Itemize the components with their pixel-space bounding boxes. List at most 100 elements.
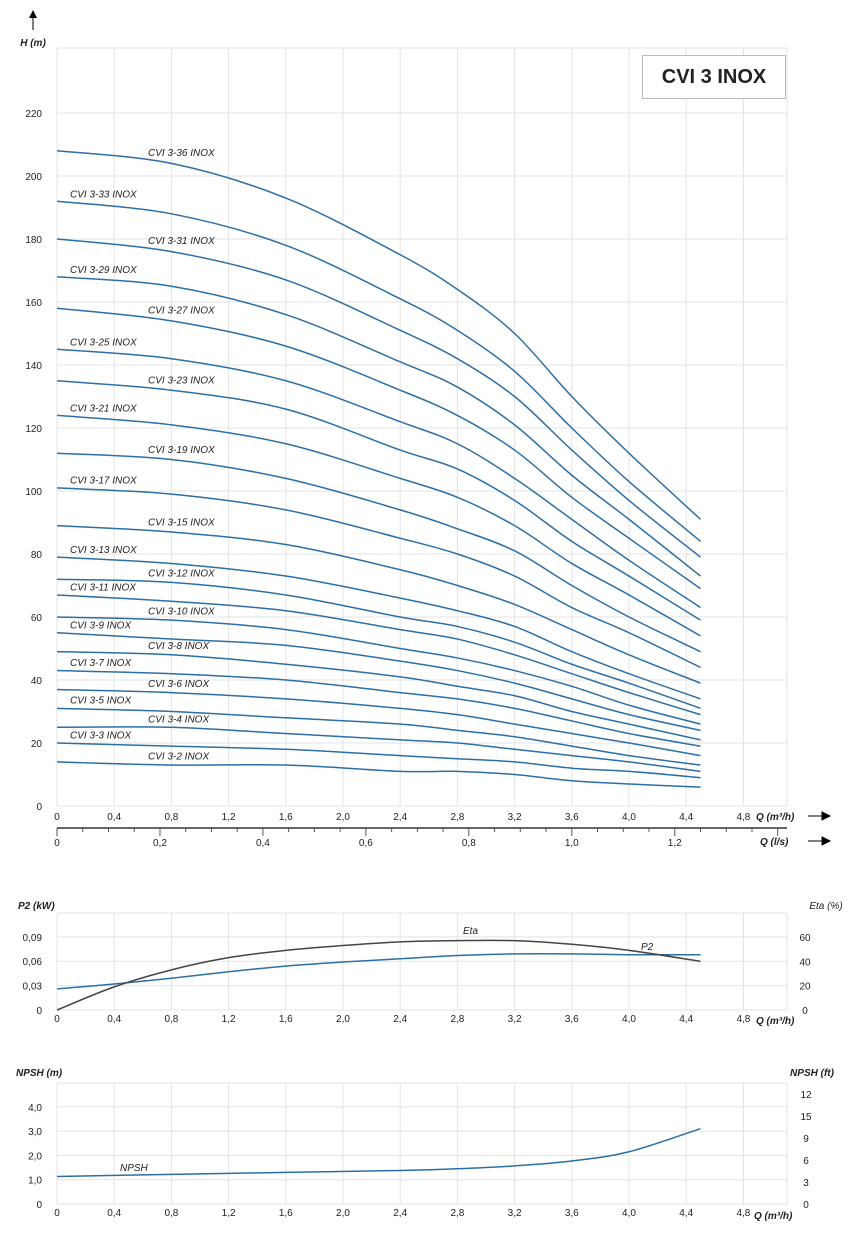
curve-cvi-3-10-inox (56, 616, 701, 725)
curve-label: CVI 3-25 INOX (70, 337, 137, 348)
curve-label: CVI 3-11 INOX (70, 583, 136, 594)
q-ls-tick-label: 1,2 (668, 838, 682, 849)
head-x-tick-label: 3,6 (565, 812, 579, 823)
head-y-tick-label: 60 (31, 613, 43, 624)
curve-cvi-3-25-inox (56, 348, 701, 609)
npsh-x-tick-label: 0 (54, 1208, 60, 1219)
head-x-tick-label: 1,6 (279, 812, 293, 823)
curve-label: CVI 3-6 INOX (148, 679, 209, 690)
curve-label: CVI 3-12 INOX (148, 569, 215, 580)
head-y-axis-label: H (m) (20, 38, 46, 49)
curve-label: CVI 3-23 INOX (148, 375, 215, 386)
head-y-tick-label: 80 (31, 550, 43, 561)
curve-label: CVI 3-19 INOX (148, 445, 215, 456)
curve-cvi-3-36-inox (56, 150, 702, 520)
head-y-tick-label: 140 (25, 361, 42, 372)
power-x-tick-label: 4,4 (679, 1014, 693, 1025)
curve-cvi-3-31-inox (56, 238, 701, 558)
curve-label: CVI 3-9 INOX (70, 620, 131, 631)
curve-label: CVI 3-15 INOX (148, 518, 215, 529)
eta-y-axis-label: Eta (%) (809, 901, 842, 912)
npsh-x-tick-label: 2,8 (450, 1208, 464, 1219)
q-m3h-axis-label: Q (m³/h) (756, 812, 795, 823)
head-x-tick-label: 0 (54, 812, 60, 823)
npsh-y-tick-label: 3,0 (28, 1127, 42, 1138)
npsh-x-tick-label: 4,8 (736, 1208, 750, 1219)
q-ls-tick-label: 0,8 (462, 838, 476, 849)
power-y-tick-label: 0,06 (23, 957, 43, 968)
eta-y-tick-label: 60 (799, 933, 811, 944)
power-x-tick-label: 3,6 (565, 1014, 579, 1025)
head-y-tick-label: 180 (25, 235, 42, 246)
q-ls-tick-label: 0,4 (256, 838, 270, 849)
power-x-tick-label: 2,0 (336, 1014, 350, 1025)
npsh-x-tick-label: 4,4 (679, 1208, 693, 1219)
q-ls-tick-label: 0,2 (153, 838, 167, 849)
npsh-curve-label: NPSH (120, 1163, 149, 1174)
power-y-tick-label: 0 (36, 1006, 42, 1017)
head-x-tick-label: 4,0 (622, 812, 636, 823)
head-x-tick-label: 0,4 (107, 812, 121, 823)
curve-cvi-3-12-inox (56, 578, 701, 710)
power-x-tick-label: 4,8 (736, 1014, 750, 1025)
npsh-ft-tick-label: 3 (803, 1178, 809, 1189)
curve-label: CVI 3-17 INOX (70, 476, 137, 487)
head-y-tick-label: 100 (25, 487, 42, 498)
curve-label: CVI 3-3 INOX (70, 730, 131, 741)
power-x-tick-label: 3,2 (508, 1014, 522, 1025)
npsh-ft-tick-label: 6 (803, 1156, 809, 1167)
curve-npsh (56, 1127, 701, 1178)
head-x-tick-label: 2,8 (450, 812, 464, 823)
power-x-tick-label: 0,8 (164, 1014, 178, 1025)
curve-cvi-3-8-inox (56, 650, 701, 741)
head-y-tick-label: 200 (25, 172, 42, 183)
power-x-tick-label: 1,2 (222, 1014, 236, 1025)
npsh-y-tick-label: 0 (36, 1200, 42, 1211)
npsh-x-tick-label: 1,2 (222, 1208, 236, 1219)
curve-cvi-3-17-inox (56, 487, 701, 669)
curve-label: CVI 3-36 INOX (148, 148, 215, 159)
npsh-x-tick-label: 0,4 (107, 1208, 121, 1219)
npsh-y-tick-label: 1,0 (28, 1176, 42, 1187)
eta-curve-label: Eta (463, 926, 478, 937)
curve-p2 (56, 952, 701, 990)
eta-y-tick-label: 40 (799, 957, 811, 968)
head-x-tick-label: 4,8 (736, 812, 750, 823)
npsh-x-tick-label: 1,6 (279, 1208, 293, 1219)
curve-cvi-3-15-inox (56, 524, 701, 684)
curve-cvi-3-21-inox (56, 414, 701, 637)
eta-y-tick-label: 0 (802, 1006, 808, 1017)
curve-cvi-3-6-inox (56, 688, 701, 757)
head-x-tick-label: 2,0 (336, 812, 350, 823)
curve-cvi-3-11-inox (56, 594, 701, 716)
npsh-x-tick-label: 0,8 (164, 1208, 178, 1219)
curve-label: CVI 3-2 INOX (148, 751, 209, 762)
npsh-x-tick-label: 3,6 (565, 1208, 579, 1219)
x-axis-arrow-icon (808, 836, 832, 846)
curve-label: CVI 3-7 INOX (70, 658, 131, 669)
power-x-tick-label: 0 (54, 1014, 60, 1025)
npsh-y-tick-label: 2,0 (28, 1151, 42, 1162)
curve-eta (56, 939, 701, 1011)
power-y-tick-label: 0,09 (23, 933, 43, 944)
power-y-axis-label: P2 (kW) (18, 901, 55, 912)
head-y-tick-label: 220 (25, 109, 42, 120)
curve-cvi-3-13-inox (56, 556, 701, 700)
curve-label: CVI 3-21 INOX (70, 403, 137, 414)
head-x-tick-label: 2,4 (393, 812, 407, 823)
head-y-tick-label: 120 (25, 424, 42, 435)
curve-cvi-3-4-inox (56, 726, 701, 773)
curve-cvi-3-2-inox (56, 761, 701, 788)
x-axis-arrow-icon (808, 811, 832, 821)
curve-label: CVI 3-13 INOX (70, 545, 137, 556)
head-y-tick-label: 160 (25, 298, 42, 309)
power-x-tick-label: 0,4 (107, 1014, 121, 1025)
curve-label: CVI 3-33 INOX (70, 190, 137, 201)
curve-cvi-3-33-inox (56, 200, 701, 542)
curve-label: CVI 3-29 INOX (70, 265, 137, 276)
curve-cvi-3-27-inox (56, 307, 701, 590)
chart-title: CVI 3 INOX (642, 55, 786, 99)
curve-cvi-3-9-inox (56, 632, 701, 732)
curve-cvi-3-23-inox (56, 380, 701, 621)
